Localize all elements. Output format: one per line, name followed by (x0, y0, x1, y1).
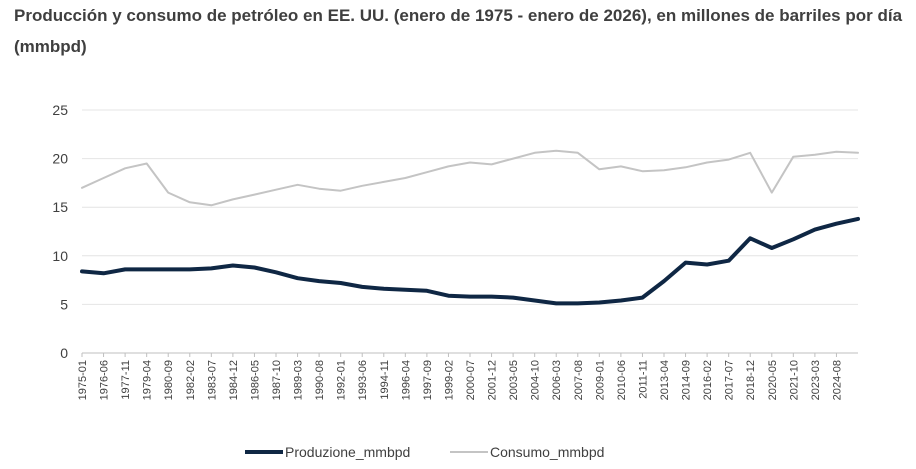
x-tick-label: 1979-04 (142, 360, 154, 400)
x-tick-label: 2009-01 (594, 360, 606, 400)
y-tick-label: 10 (52, 248, 68, 264)
x-tick-label: 1975-01 (77, 360, 89, 400)
x-tick-label: 1996-04 (400, 360, 412, 400)
x-tick-label: 2001-12 (487, 360, 499, 400)
x-tick-label: 1997-09 (422, 360, 434, 400)
x-tick-label: 2003-05 (508, 360, 520, 400)
x-axis-tick-labels: 1975-01 1976-06 1977-11 1979-04 1980-09 1982-… (77, 353, 843, 400)
y-tick-label: 20 (52, 151, 68, 167)
series-lines (80, 149, 860, 306)
x-tick-label: 2011-11 (637, 360, 649, 399)
x-tick-label: 1977-11 (120, 360, 132, 400)
y-tick-label: 15 (52, 199, 68, 215)
x-tick-label: 2020-05 (767, 360, 779, 400)
x-tick-label: 1990-08 (314, 360, 326, 400)
x-tick-label: 2014-09 (681, 360, 693, 400)
x-tick-label: 2024-08 (831, 360, 843, 400)
y-tick-label: 5 (60, 296, 68, 312)
legend-label: Consumo_mmbpd (490, 444, 604, 460)
x-tick-label: 1980-09 (163, 360, 175, 400)
y-tick-label: 0 (60, 345, 68, 361)
x-tick-label: 1999-02 (443, 360, 455, 400)
x-tick-label: 1983-07 (206, 360, 218, 400)
x-tick-label: 2021-10 (788, 360, 800, 400)
x-tick-label: 1993-06 (357, 360, 369, 400)
x-tick-label: 2023-03 (810, 360, 822, 400)
x-tick-label: 2018-12 (745, 360, 757, 400)
x-tick-label: 1984-12 (228, 360, 240, 400)
y-axis-tick-labels: 0 5 10 15 20 25 (52, 102, 68, 361)
chart-title: Producción y consumo de petróleo en EE. … (14, 6, 903, 56)
x-tick-label: 1994-11 (379, 360, 391, 400)
x-tick-label: 2016-02 (702, 360, 714, 400)
x-tick-label: 2010-06 (616, 360, 628, 400)
x-tick-label: 2013-04 (659, 360, 671, 400)
legend-label: Produzione_mmbpd (285, 444, 410, 460)
x-tick-label: 2007-08 (573, 360, 585, 400)
x-tick-label: 1976-06 (99, 360, 111, 400)
x-tick-label: 1992-01 (336, 360, 348, 400)
series-line-consumo-mmbpd (81, 149, 859, 207)
x-tick-label: 2004-10 (530, 360, 542, 400)
x-tick-label: 1982-02 (185, 360, 197, 400)
x-tick-label: 2006-03 (551, 360, 563, 400)
x-tick-label: 1987-10 (271, 360, 283, 400)
x-tick-label: 2000-07 (465, 360, 477, 400)
legend: Produzione_mmbpd Consumo_mmbpd (245, 444, 604, 460)
x-tick-label: 2017-07 (724, 360, 736, 400)
x-tick-label: 1989-03 (293, 360, 305, 400)
series-line-produzione-mmbpd (80, 216, 860, 306)
x-tick-label: 1986-05 (249, 360, 261, 400)
gridlines (82, 109, 858, 354)
y-tick-label: 25 (52, 102, 68, 118)
